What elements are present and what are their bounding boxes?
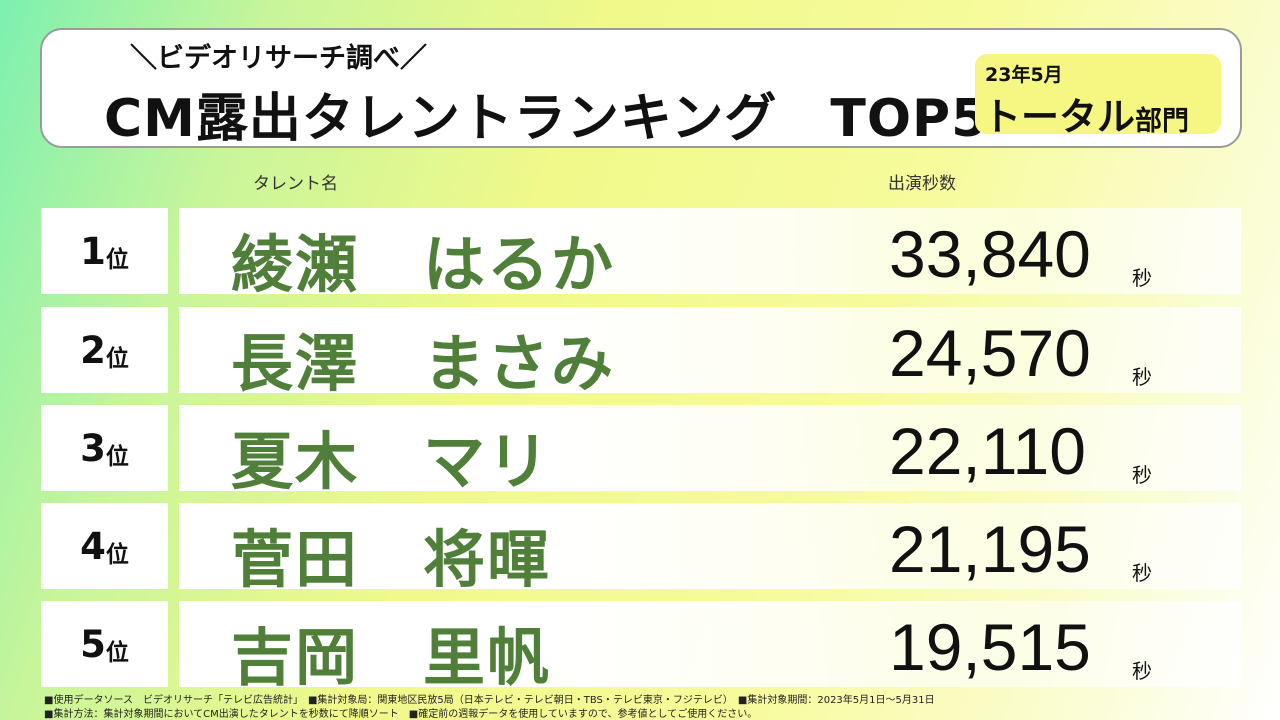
rank-number: 2: [80, 328, 106, 372]
rank-number: 3: [80, 426, 106, 470]
seconds-unit: 秒: [1132, 659, 1152, 683]
seconds-value: 19,515: [889, 610, 1091, 684]
seconds-unit: 秒: [1132, 266, 1152, 290]
seconds-unit: 秒: [1132, 561, 1152, 585]
talent-name: 綾瀬 はるか: [231, 228, 616, 301]
rank-suffix: 位: [105, 542, 129, 568]
footnote-source: ■使用データソース ビデオリサーチ「テレビ広告統計」 ■集計対象局：関東地区民放…: [44, 695, 935, 706]
rank-number: 5: [80, 622, 106, 666]
rank-suffix: 位: [105, 346, 129, 372]
ranking-row: 長澤 まさみ 24,570 秒: [179, 307, 1241, 400]
column-header-seconds: 出演秒数: [888, 174, 956, 194]
ranking-row: 菅田 将暉 21,195 秒: [179, 503, 1241, 596]
talent-name: 夏木 マリ: [231, 425, 552, 498]
header-card: ＼ビデオリサーチ調べ／ CM露出タレントランキング TOP5 23年5月 トータ…: [40, 28, 1242, 149]
ranking-row: 吉岡 里帆 19,515 秒: [179, 601, 1241, 694]
badge-category-label: トータル: [983, 95, 1136, 139]
badge-category: トータル部門: [983, 86, 1189, 141]
talent-name: 菅田 将暉: [231, 523, 552, 596]
seconds-value: 21,195: [889, 512, 1091, 586]
seconds-unit: 秒: [1132, 365, 1152, 389]
rank-suffix: 位: [105, 247, 129, 273]
rank-number: 1: [80, 229, 106, 273]
seconds-unit: 秒: [1132, 463, 1152, 487]
badge-date: 23年5月: [985, 64, 1063, 86]
seconds-value: 22,110: [889, 414, 1086, 488]
ranking-row: 夏木 マリ 22,110 秒: [179, 405, 1241, 498]
rank-number: 4: [80, 524, 106, 568]
footnote-method: ■集計方法：集計対象期間においてCM出演したタレントを秒数にて降順ソート ■確定…: [44, 709, 758, 720]
seconds-value: 24,570: [889, 316, 1091, 390]
rank-suffix: 位: [105, 444, 129, 470]
badge-category-suffix: 部門: [1135, 106, 1190, 137]
ranking-row: 綾瀬 はるか 33,840 秒: [179, 208, 1241, 301]
header-subtitle: ＼ビデオリサーチ調べ／: [130, 43, 427, 74]
rank-suffix: 位: [105, 640, 129, 666]
talent-name: 長澤 まさみ: [231, 327, 616, 400]
seconds-value: 33,840: [889, 217, 1091, 291]
category-badge: 23年5月 トータル部門: [975, 54, 1221, 139]
page-title: CM露出タレントランキング TOP5: [104, 89, 989, 149]
column-header-name: タレント名: [253, 174, 338, 194]
talent-name: 吉岡 里帆: [231, 621, 552, 694]
